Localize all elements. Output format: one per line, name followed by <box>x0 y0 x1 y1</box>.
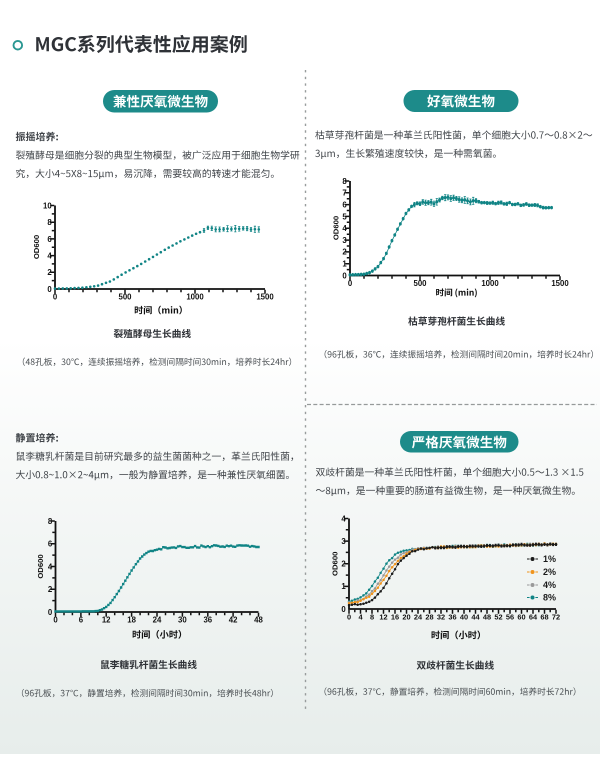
svg-text:24: 24 <box>153 616 162 625</box>
svg-text:7: 7 <box>342 189 346 198</box>
svg-text:28: 28 <box>425 613 433 622</box>
svg-text:6: 6 <box>48 540 53 549</box>
svg-text:0: 0 <box>342 271 347 280</box>
svg-text:68: 68 <box>540 613 548 622</box>
svg-text:40: 40 <box>460 613 468 622</box>
svg-text:48: 48 <box>254 616 263 625</box>
svg-text:12: 12 <box>379 613 387 622</box>
svg-text:44: 44 <box>471 613 480 622</box>
svg-text:72: 72 <box>552 613 560 622</box>
svg-text:2: 2 <box>342 248 347 257</box>
svg-text:30: 30 <box>178 616 187 625</box>
svg-text:1000: 1000 <box>481 279 499 288</box>
svg-text:4: 4 <box>48 562 53 571</box>
svg-text:36: 36 <box>448 613 456 622</box>
svg-text:3: 3 <box>341 537 346 546</box>
svg-text:0: 0 <box>347 613 351 622</box>
svg-text:52: 52 <box>494 613 502 622</box>
svg-text:5: 5 <box>342 212 347 221</box>
svg-text:0: 0 <box>53 616 58 625</box>
svg-text:8: 8 <box>342 177 347 186</box>
svg-text:4: 4 <box>47 251 52 260</box>
svg-text:8: 8 <box>370 613 374 622</box>
svg-text:500: 500 <box>118 293 132 302</box>
svg-text:12: 12 <box>102 616 111 625</box>
svg-text:6: 6 <box>79 616 84 625</box>
svg-text:8: 8 <box>48 517 53 526</box>
svg-text:500: 500 <box>413 279 427 288</box>
svg-text:2%: 2% <box>543 567 556 577</box>
svg-text:0: 0 <box>341 605 346 614</box>
svg-text:16: 16 <box>391 613 399 622</box>
svg-text:4: 4 <box>341 514 346 523</box>
svg-text:2: 2 <box>341 560 346 569</box>
svg-text:1500: 1500 <box>256 293 274 302</box>
svg-text:OD600: OD600 <box>332 216 341 240</box>
svg-text:18: 18 <box>127 616 136 625</box>
svg-text:8: 8 <box>47 218 52 227</box>
svg-text:48: 48 <box>483 613 491 622</box>
svg-text:10: 10 <box>43 201 52 210</box>
svg-text:42: 42 <box>229 616 238 625</box>
svg-text:2: 2 <box>47 268 52 277</box>
svg-text:1000: 1000 <box>186 293 204 302</box>
svg-text:6: 6 <box>47 235 52 244</box>
svg-text:6: 6 <box>342 201 347 210</box>
svg-text:36: 36 <box>203 616 212 625</box>
svg-text:OD600: OD600 <box>36 554 45 578</box>
svg-text:8%: 8% <box>543 593 556 603</box>
svg-text:64: 64 <box>529 613 538 622</box>
svg-text:4: 4 <box>358 613 363 622</box>
svg-text:0: 0 <box>53 293 58 302</box>
svg-text:0: 0 <box>48 608 53 617</box>
svg-text:0: 0 <box>348 279 353 288</box>
svg-text:24: 24 <box>414 613 423 622</box>
svg-text:4: 4 <box>342 224 347 233</box>
svg-text:4%: 4% <box>543 580 556 590</box>
svg-text:1: 1 <box>341 582 346 591</box>
svg-text:56: 56 <box>506 613 514 622</box>
svg-text:32: 32 <box>437 613 445 622</box>
svg-text:1500: 1500 <box>551 279 569 288</box>
svg-text:1%: 1% <box>543 554 556 564</box>
svg-text:3: 3 <box>342 236 347 245</box>
svg-text:1: 1 <box>342 260 347 269</box>
svg-text:20: 20 <box>402 613 410 622</box>
svg-text:0: 0 <box>47 285 52 294</box>
svg-text:OD600: OD600 <box>331 552 340 576</box>
svg-text:2: 2 <box>48 585 53 594</box>
svg-text:60: 60 <box>517 613 525 622</box>
svg-text:OD600: OD600 <box>32 235 41 259</box>
